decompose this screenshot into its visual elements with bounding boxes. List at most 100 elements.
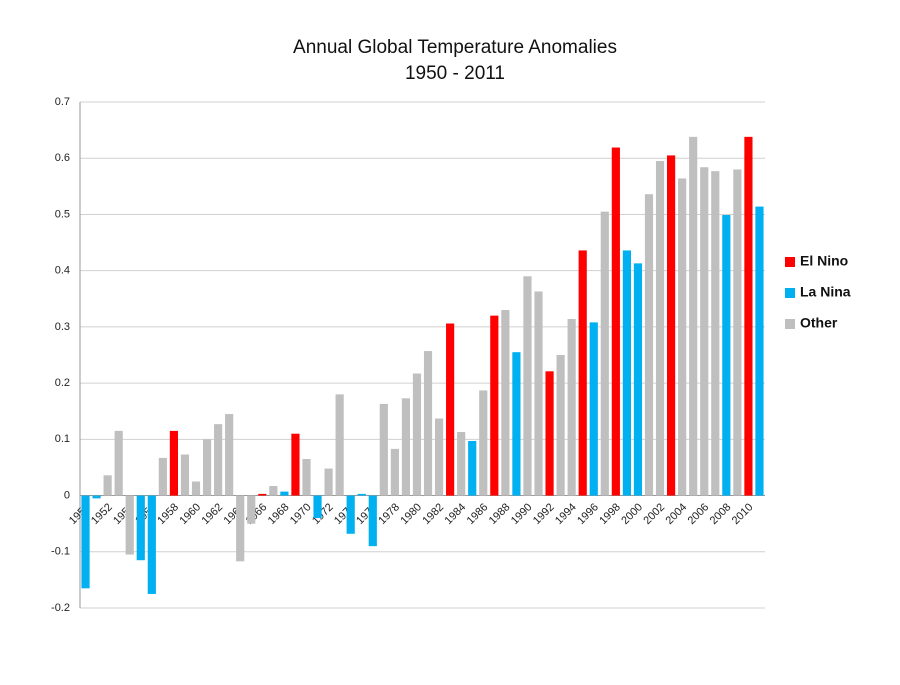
bar (534, 291, 543, 496)
bar (324, 468, 333, 496)
x-tick-label: 1958 (155, 501, 181, 527)
x-tick-label: 1970 (288, 501, 314, 527)
y-tick-label: 0.6 (55, 152, 70, 164)
x-tick-label: 1952 (89, 501, 115, 527)
x-tick-label: 1962 (199, 501, 225, 527)
bar (678, 178, 687, 496)
legend-label: La Nina (800, 284, 851, 300)
bar (92, 495, 101, 499)
bar (633, 263, 643, 496)
x-tick-label: 1992 (531, 501, 557, 527)
bar (700, 167, 709, 496)
bar (655, 161, 665, 496)
bar (81, 495, 90, 589)
bar (744, 136, 753, 496)
bar (667, 155, 676, 496)
bar (180, 454, 190, 496)
bar (191, 481, 201, 496)
bar (556, 355, 565, 496)
x-tick-label: 1982 (420, 501, 446, 527)
bar (567, 319, 576, 496)
bar (390, 448, 399, 496)
bar (125, 495, 134, 555)
bar (446, 323, 455, 496)
bar (722, 215, 731, 496)
bar (247, 495, 256, 524)
x-tick-label: 1980 (398, 501, 424, 527)
bar (711, 171, 720, 496)
bar (280, 491, 289, 496)
bar (600, 211, 609, 496)
bar (589, 322, 598, 496)
bar (468, 441, 477, 496)
chart-subtitle: 1950 - 2011 (405, 63, 505, 84)
bar (291, 433, 300, 496)
bar (335, 394, 344, 496)
bar (114, 430, 123, 496)
bar (733, 169, 742, 496)
bar (202, 439, 212, 496)
bar (412, 373, 422, 496)
bar (457, 432, 466, 496)
bar (357, 493, 366, 496)
x-tick-label: 1986 (465, 501, 491, 527)
bar (258, 493, 267, 496)
bar (158, 457, 167, 496)
bar (578, 250, 587, 496)
bar (611, 147, 620, 496)
bar (103, 475, 112, 496)
bar (236, 495, 245, 562)
bar (755, 206, 764, 496)
bar (512, 352, 521, 496)
bar (225, 414, 234, 496)
x-tick-label: 1984 (443, 501, 469, 527)
bar (490, 315, 499, 496)
bar (302, 459, 311, 496)
bar (423, 351, 433, 496)
legend-swatch (785, 319, 795, 329)
bar (622, 250, 631, 496)
x-tick-label: 1968 (266, 501, 292, 527)
bar (479, 390, 488, 496)
y-tick-label: -0.2 (51, 602, 70, 614)
y-tick-label: 0.3 (55, 321, 70, 333)
bar (147, 495, 156, 594)
x-tick-label: 1998 (597, 501, 623, 527)
x-tick-label: 1994 (553, 501, 579, 527)
y-tick-label: 0.4 (55, 265, 70, 277)
bar (136, 495, 145, 561)
x-tick-label: 2002 (641, 501, 667, 527)
y-tick-label: 0.2 (55, 377, 70, 389)
x-tick-label: 2010 (730, 501, 756, 527)
bar (169, 430, 178, 496)
x-tick-label: 1990 (509, 501, 535, 527)
bar (501, 310, 510, 496)
legend-label: El Nino (800, 253, 848, 269)
bar (644, 194, 654, 496)
bar (689, 136, 698, 496)
bar (214, 424, 223, 496)
chart-title: Annual Global Temperature Anomalies (293, 37, 617, 58)
y-tick-label: 0.1 (55, 433, 70, 445)
bar (523, 276, 532, 496)
bar (401, 398, 411, 496)
y-tick-label: 0 (64, 489, 70, 501)
legend-swatch (785, 257, 795, 267)
bar (368, 495, 377, 547)
x-tick-label: 1988 (487, 501, 513, 527)
legend-swatch (785, 288, 795, 298)
x-tick-label: 2008 (708, 501, 734, 527)
x-tick-label: 2004 (664, 501, 690, 527)
y-tick-label: 0.5 (55, 208, 70, 220)
x-tick-label: 1978 (376, 501, 402, 527)
bar (269, 485, 278, 496)
x-tick-label: 1996 (575, 501, 601, 527)
bar (313, 495, 322, 519)
bar (379, 403, 388, 496)
x-tick-label: 1960 (177, 501, 203, 527)
y-tick-label: -0.1 (51, 546, 70, 558)
bar (434, 418, 444, 496)
bar (545, 371, 554, 496)
